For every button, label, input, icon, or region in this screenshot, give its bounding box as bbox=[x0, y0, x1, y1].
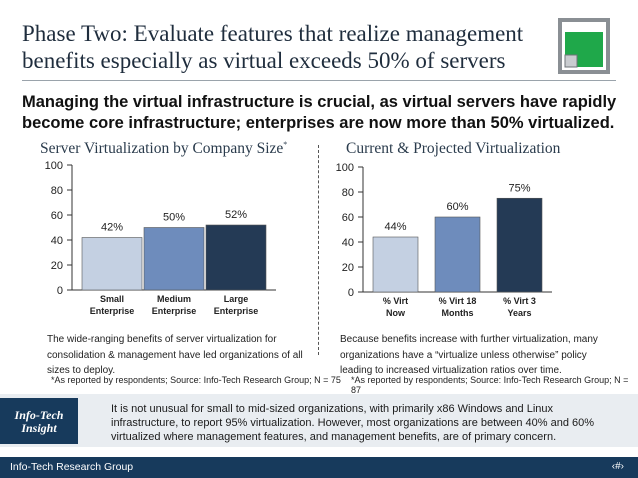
chart1-category-label: Now bbox=[386, 308, 406, 318]
insight-panel bbox=[0, 394, 638, 447]
chart0-bar bbox=[143, 227, 205, 291]
chart0-category-label: Small bbox=[100, 294, 124, 304]
chart1-category-label: % Virt 3 bbox=[503, 296, 536, 306]
right-footnote: *As reported by respondents; Source: Inf… bbox=[351, 375, 629, 395]
left-chart-title-mark: * bbox=[283, 140, 288, 149]
chart1-y-tick-label: 0 bbox=[348, 287, 354, 299]
chart0-y-tick-label: 100 bbox=[45, 160, 63, 172]
insight-text: It is not unusual for small to mid-sized… bbox=[111, 403, 595, 443]
chart0-category-label: Enterprise bbox=[152, 306, 197, 316]
chart0-data-label: 52% bbox=[225, 209, 247, 221]
chart0-category-label: Medium bbox=[157, 294, 191, 304]
chart1-data-label: 60% bbox=[446, 201, 468, 213]
chart0-y-tick-label: 0 bbox=[57, 285, 63, 297]
chart1-category-label: Months bbox=[442, 308, 474, 318]
chart1-y-tick-label: 80 bbox=[342, 187, 354, 199]
chart0-y-tick-label: 20 bbox=[51, 260, 63, 272]
chart1-y-tick-label: 100 bbox=[336, 162, 354, 174]
chart1-y-tick-label: 20 bbox=[342, 262, 354, 274]
chart1-bar bbox=[434, 216, 481, 293]
chart0-bar bbox=[205, 224, 267, 291]
left-footnote: *As reported by respondents; Source: Inf… bbox=[51, 375, 341, 385]
footer-org: Info-Tech Research Group bbox=[10, 461, 134, 473]
chart1-bar bbox=[372, 236, 419, 293]
left-description: The wide-ranging benefits of server virt… bbox=[47, 334, 303, 376]
footer-bar: Info-Tech Research Group ‹#› bbox=[0, 457, 638, 478]
chart1-bar bbox=[496, 197, 543, 293]
chart0-y-tick-label: 80 bbox=[51, 185, 63, 197]
left-chart-title-text: Server Virtualization by Company Size bbox=[40, 140, 284, 158]
chart1-category-label: % Virt bbox=[383, 296, 408, 306]
chart0-y-tick-label: 40 bbox=[51, 235, 63, 247]
chart1-data-label: 44% bbox=[384, 221, 406, 233]
headline: Managing the virtual infrastructure is c… bbox=[22, 93, 617, 132]
insight-badge: Info-Tech Insight bbox=[0, 398, 78, 444]
chart1-category-label: Years bbox=[507, 308, 531, 318]
left-chart-title: Server Virtualization by Company Size* bbox=[40, 140, 287, 158]
chart0-category-label: Enterprise bbox=[214, 306, 259, 316]
chart0-y-tick-label: 60 bbox=[51, 210, 63, 222]
chart1-category-label: % Virt 18 bbox=[439, 296, 477, 306]
chart0-data-label: 42% bbox=[101, 222, 123, 234]
chart0-bar bbox=[81, 237, 143, 291]
chart1-y-tick-label: 60 bbox=[342, 212, 354, 224]
slide-title: Phase Two: Evaluate features that realiz… bbox=[22, 21, 524, 73]
page-number: ‹#› bbox=[611, 461, 624, 472]
title-rule bbox=[22, 80, 616, 81]
chart0-category-label: Enterprise bbox=[90, 306, 135, 316]
chart1-y-tick-label: 40 bbox=[342, 237, 354, 249]
right-description: Because benefits increase with further v… bbox=[340, 334, 598, 376]
chart1-data-label: 75% bbox=[508, 182, 530, 194]
insight-badge-label: Info-Tech Insight bbox=[14, 408, 64, 435]
right-chart-title: Current & Projected Virtualization bbox=[346, 140, 561, 157]
chart-divider bbox=[318, 145, 319, 355]
chart0-data-label: 50% bbox=[163, 212, 185, 224]
chart0-category-label: Large bbox=[224, 294, 249, 304]
info-tech-logo bbox=[558, 18, 610, 74]
